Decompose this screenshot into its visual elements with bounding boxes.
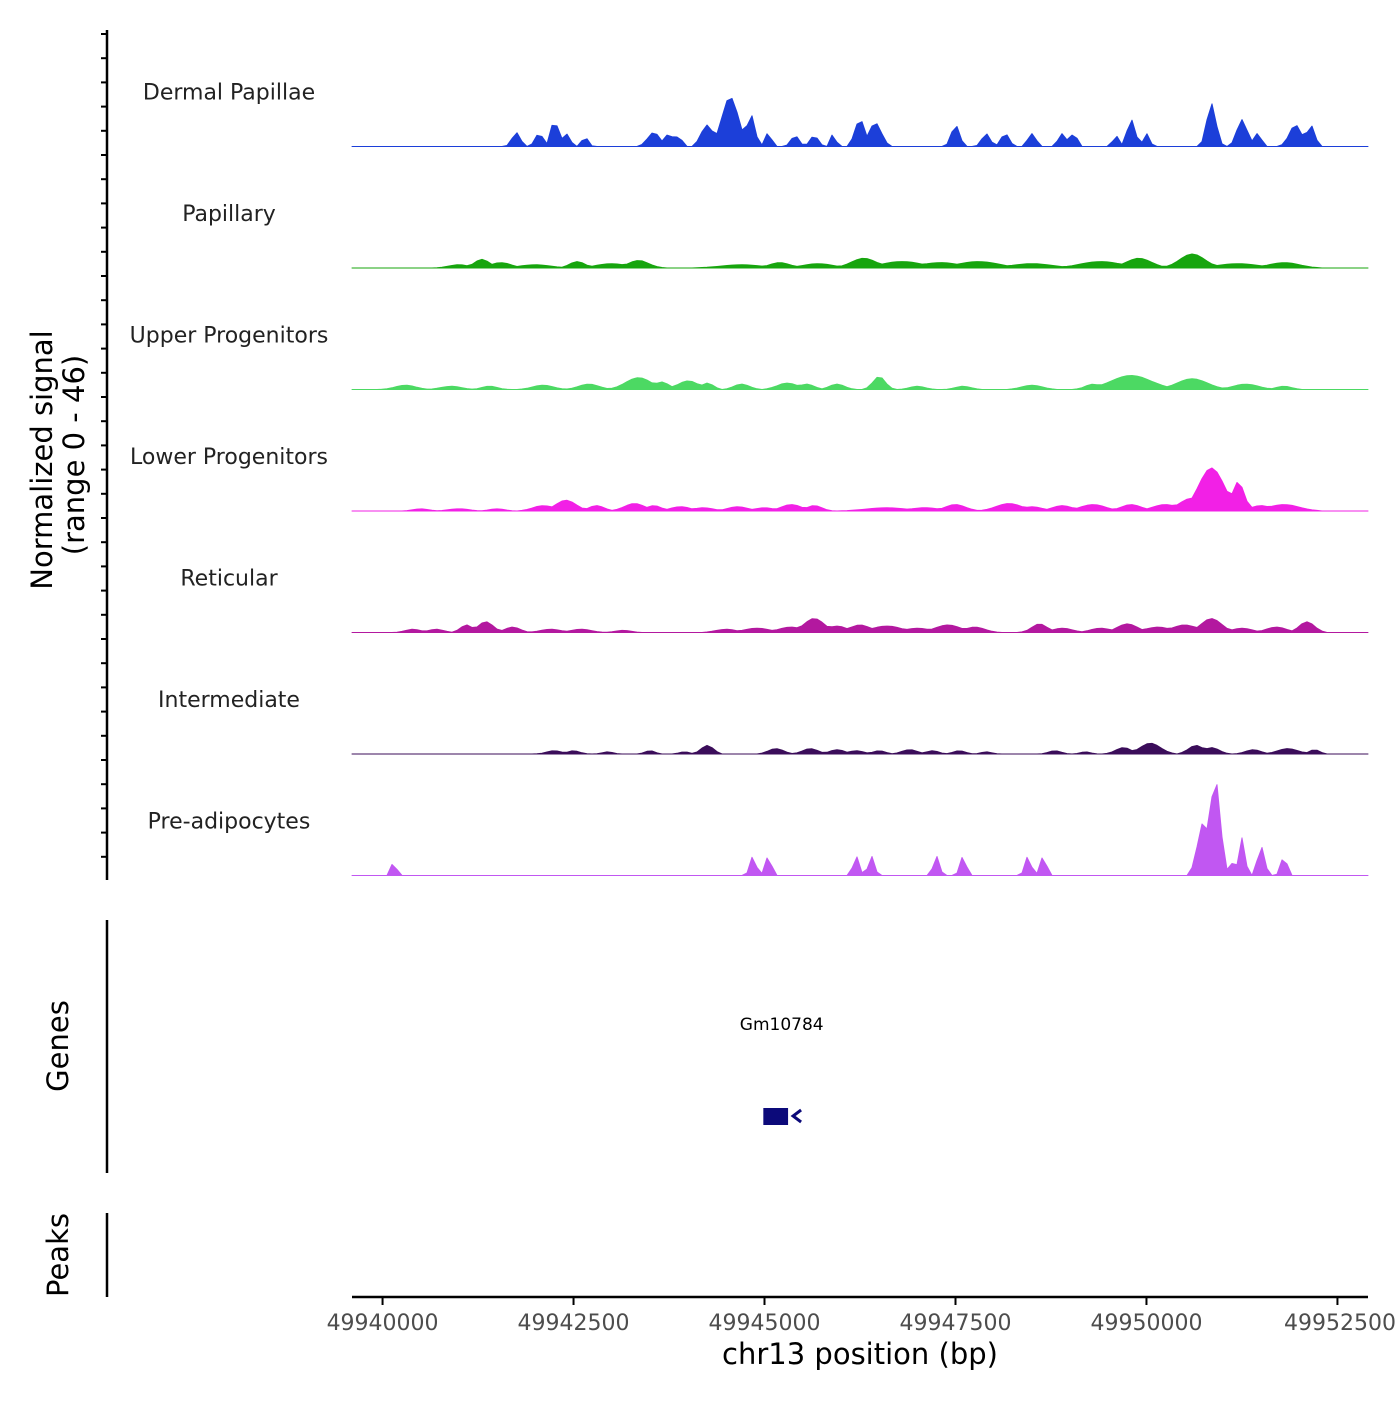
track-label: Intermediate [158,688,300,713]
y-axis-label-line2: (range 0 - 46) [57,355,91,555]
track-signal-area [351,253,1369,269]
track-signal-area [351,97,1369,147]
gene-gm10784: Gm10784 [740,1015,824,1125]
x-tick-label: 49942500 [518,1311,630,1336]
track-pre-adipocytes: Pre-adipocytes [148,784,1369,876]
track-label: Upper Progenitors [130,324,329,349]
track-reticular: Reticular [180,567,1369,633]
y-axis-label-line1: Normalized signal [25,330,59,589]
track-signal-area [351,618,1369,633]
x-axis-title: chr13 position (bp) [722,1337,998,1371]
track-signal-area [351,467,1369,512]
x-tick-label: 49947500 [899,1311,1011,1336]
track-signal-area [351,375,1369,390]
track-signal-area [351,742,1369,755]
gene-annotations: Gm10784 [740,1015,824,1125]
gene-name-label: Gm10784 [740,1015,824,1035]
track-signal-area [351,784,1369,876]
track-lower-progenitors: Lower Progenitors [130,445,1369,512]
track-label: Lower Progenitors [130,445,328,470]
genes-panel-label: Genes [41,1000,75,1092]
x-axis-ticks: 49940000 49942500 49945000 49947500 49950000… [327,1297,1396,1336]
track-label: Dermal Papillae [143,81,315,106]
peaks-panel-label: Peaks [41,1213,75,1297]
gene-exon-block [763,1108,789,1125]
gene-strand-arrow [790,1108,802,1124]
x-tick-label: 49940000 [327,1311,439,1336]
track-label: Papillary [182,202,276,227]
track-upper-progenitors: Upper Progenitors [130,324,1369,390]
track-papillary: Papillary [182,202,1369,269]
x-tick-label: 49945000 [709,1311,821,1336]
x-tick-label: 49952500 [1284,1311,1396,1336]
track-label: Reticular [180,567,278,592]
track-label: Pre-adipocytes [148,810,311,835]
x-tick-label: 49950000 [1090,1311,1202,1336]
signal-tracks: Dermal Papillae Papillary Upper Progenitor… [130,81,1369,876]
track-intermediate: Intermediate [158,688,1369,755]
track-dermal-papillae: Dermal Papillae [143,81,1369,147]
